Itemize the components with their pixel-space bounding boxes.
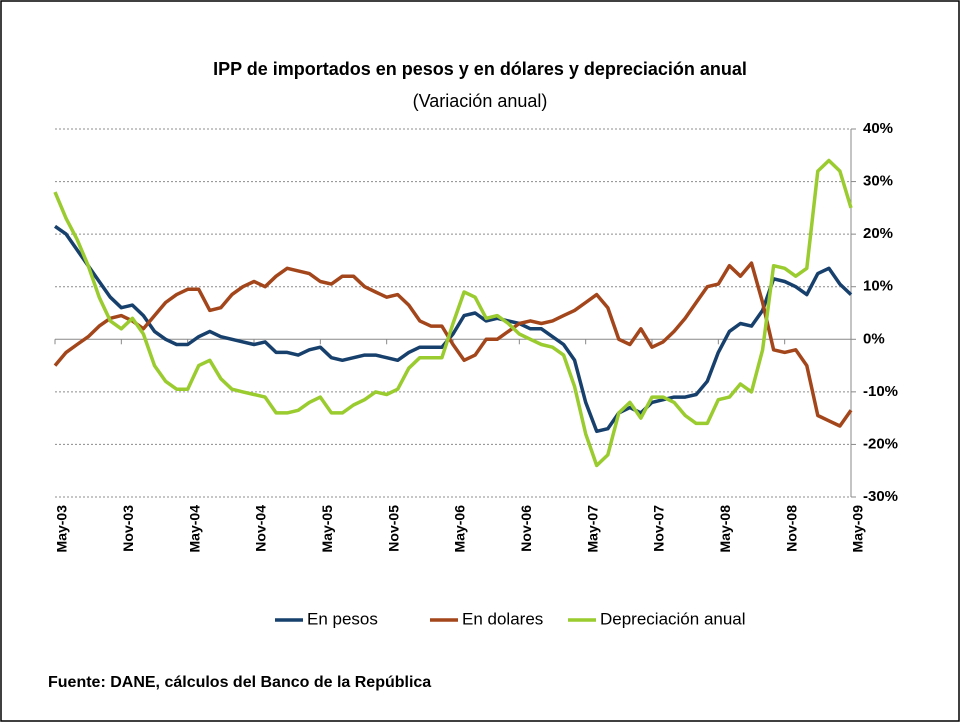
source-note: Fuente: DANE, cálculos del Banco de la R… (48, 674, 431, 691)
x-tick-label: May-03 (54, 505, 70, 553)
x-tick-label: May-09 (850, 505, 866, 553)
x-tick-label: Nov-03 (120, 505, 136, 552)
x-tick-label: May-07 (584, 505, 600, 553)
y-tick-label: 10% (863, 278, 893, 295)
series-line (53, 158, 853, 468)
x-tick-label: Nov-05 (385, 505, 401, 552)
series-line (53, 224, 853, 434)
y-tick-label: 0% (863, 330, 885, 347)
legend-label: En dolares (462, 609, 543, 628)
x-tick-label: Nov-06 (518, 505, 534, 552)
x-tick-label: May-08 (717, 505, 733, 553)
legend-label: Depreciación anual (600, 609, 746, 628)
chart-title: IPP de importados en pesos y en dólares … (213, 59, 747, 79)
legend-label: En pesos (307, 609, 378, 628)
x-tick-label: Nov-04 (253, 505, 269, 552)
y-tick-label: 40% (863, 120, 893, 137)
y-tick-label: -30% (863, 488, 898, 505)
x-tick-label: Nov-08 (783, 505, 799, 552)
x-tick-label: Nov-07 (651, 505, 667, 552)
x-tick-label: May-05 (319, 505, 335, 553)
series-line (53, 261, 853, 428)
x-tick-label: May-06 (452, 505, 468, 553)
y-tick-label: 20% (863, 225, 893, 242)
y-tick-label: 30% (863, 173, 893, 190)
chart-subtitle: (Variación anual) (413, 91, 548, 111)
y-tick-label: -20% (863, 435, 898, 452)
x-tick-label: May-04 (186, 505, 202, 553)
y-tick-label: -10% (863, 383, 898, 400)
